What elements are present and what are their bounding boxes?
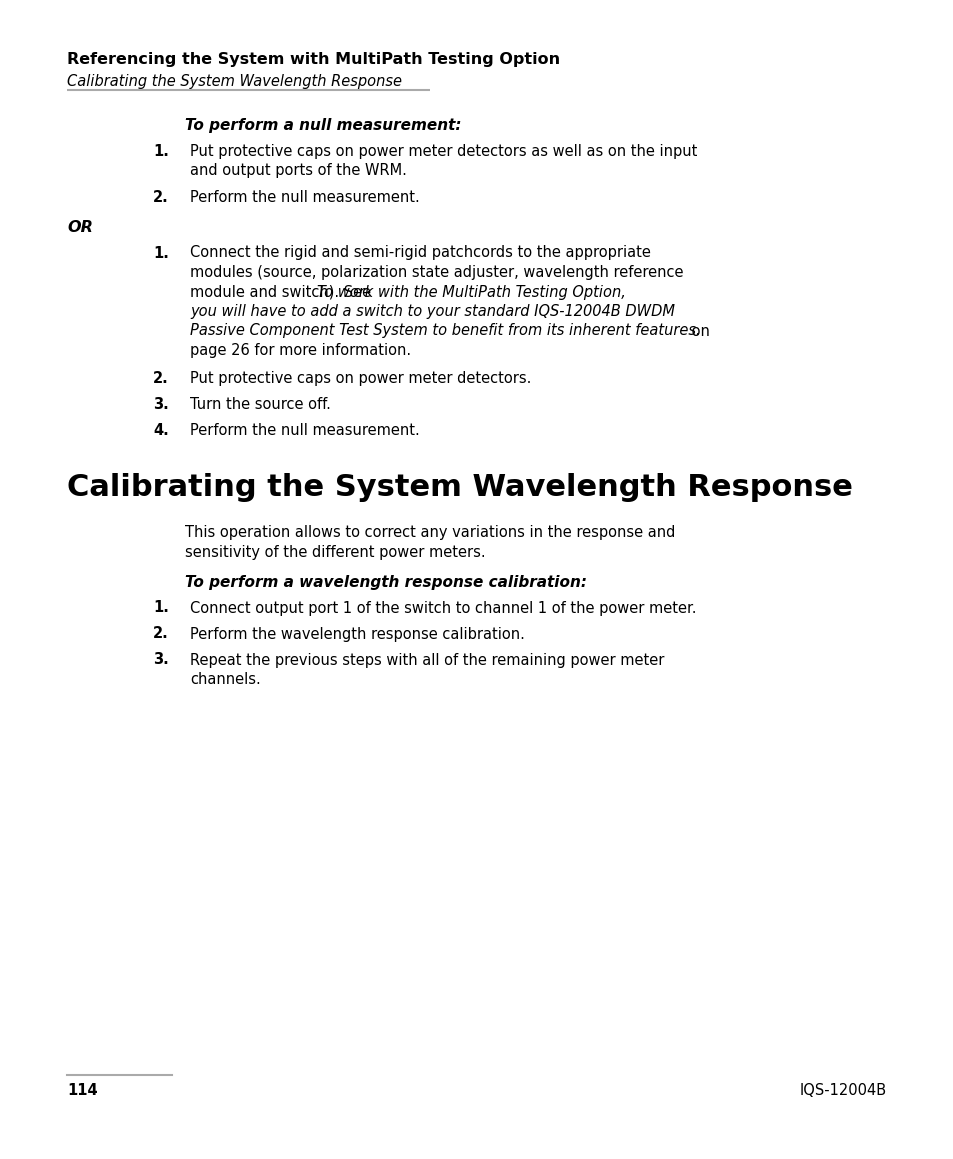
- Text: page 26 for more information.: page 26 for more information.: [190, 343, 411, 358]
- Text: This operation allows to correct any variations in the response and: This operation allows to correct any var…: [185, 525, 675, 540]
- Text: To work with the MultiPath Testing Option,: To work with the MultiPath Testing Optio…: [316, 284, 625, 299]
- Text: 3.: 3.: [152, 653, 169, 668]
- Text: Connect the rigid and semi-rigid patchcords to the appropriate: Connect the rigid and semi-rigid patchco…: [190, 246, 650, 261]
- Text: modules (source, polarization state adjuster, wavelength reference: modules (source, polarization state adju…: [190, 265, 682, 280]
- Text: Repeat the previous steps with all of the remaining power meter: Repeat the previous steps with all of th…: [190, 653, 663, 668]
- Text: Referencing the System with MultiPath Testing Option: Referencing the System with MultiPath Te…: [67, 52, 559, 67]
- Text: Passive Component Test System to benefit from its inherent features.: Passive Component Test System to benefit…: [190, 323, 700, 338]
- Text: channels.: channels.: [190, 672, 260, 687]
- Text: 4.: 4.: [152, 423, 169, 438]
- Text: 114: 114: [67, 1083, 97, 1098]
- Text: Perform the null measurement.: Perform the null measurement.: [190, 190, 419, 204]
- Text: Connect output port 1 of the switch to channel 1 of the power meter.: Connect output port 1 of the switch to c…: [190, 600, 696, 615]
- Text: module and switch). See: module and switch). See: [190, 284, 375, 299]
- Text: sensitivity of the different power meters.: sensitivity of the different power meter…: [185, 545, 485, 560]
- Text: Perform the wavelength response calibration.: Perform the wavelength response calibrat…: [190, 627, 524, 641]
- Text: you will have to add a switch to your standard IQS-12004B DWDM: you will have to add a switch to your st…: [190, 304, 675, 319]
- Text: Calibrating the System Wavelength Response: Calibrating the System Wavelength Respon…: [67, 473, 852, 502]
- Text: To perform a wavelength response calibration:: To perform a wavelength response calibra…: [185, 575, 586, 590]
- Text: Turn the source off.: Turn the source off.: [190, 398, 331, 411]
- Text: Put protective caps on power meter detectors as well as on the input: Put protective caps on power meter detec…: [190, 144, 697, 159]
- Text: and output ports of the WRM.: and output ports of the WRM.: [190, 163, 406, 178]
- Text: Perform the null measurement.: Perform the null measurement.: [190, 423, 419, 438]
- Text: Calibrating the System Wavelength Response: Calibrating the System Wavelength Respon…: [67, 74, 401, 89]
- Text: Put protective caps on power meter detectors.: Put protective caps on power meter detec…: [190, 371, 531, 386]
- Text: 2.: 2.: [152, 190, 169, 204]
- Text: 1.: 1.: [152, 600, 169, 615]
- Text: 2.: 2.: [152, 627, 169, 641]
- Text: 1.: 1.: [152, 144, 169, 159]
- Text: on: on: [686, 323, 709, 338]
- Text: OR: OR: [67, 219, 92, 234]
- Text: 2.: 2.: [152, 371, 169, 386]
- Text: To perform a null measurement:: To perform a null measurement:: [185, 118, 461, 133]
- Text: 3.: 3.: [152, 398, 169, 411]
- Text: 1.: 1.: [152, 246, 169, 261]
- Text: IQS-12004B: IQS-12004B: [799, 1083, 886, 1098]
